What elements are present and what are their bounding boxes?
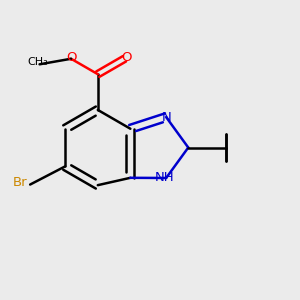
Text: CH₃: CH₃ xyxy=(28,57,48,67)
Text: O: O xyxy=(66,51,76,64)
Text: N: N xyxy=(161,111,171,124)
Text: Br: Br xyxy=(13,176,28,189)
Text: O: O xyxy=(121,51,131,64)
Text: NH: NH xyxy=(155,172,174,184)
